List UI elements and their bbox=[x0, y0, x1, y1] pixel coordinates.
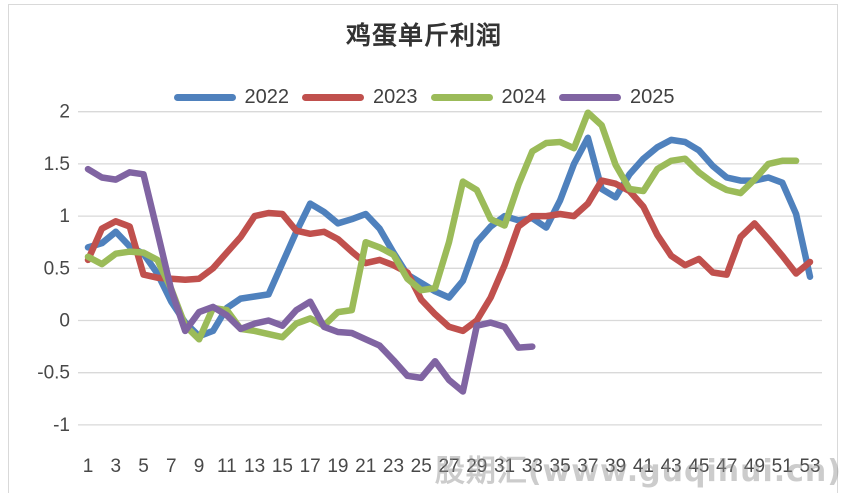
y-axis-tick-label: -0.5 bbox=[37, 363, 70, 384]
x-axis-tick-label: 31 bbox=[494, 456, 515, 477]
series-line-2025 bbox=[84, 165, 536, 395]
legend-swatch-icon bbox=[559, 94, 621, 101]
legend-item-2024: 2024 bbox=[430, 86, 547, 109]
x-axis-tick-label: 41 bbox=[633, 456, 654, 477]
chart-frame bbox=[8, 4, 838, 493]
y-axis-tick-label: 0 bbox=[59, 311, 70, 332]
y-axis-tick-label: 1 bbox=[59, 206, 70, 227]
x-axis-tick-label: 29 bbox=[466, 456, 487, 477]
x-axis-tick-label: 5 bbox=[138, 456, 149, 477]
x-axis-tick-label: 21 bbox=[355, 456, 376, 477]
x-axis-tick-label: 39 bbox=[605, 456, 626, 477]
y-axis-tick-label: 1.5 bbox=[44, 154, 70, 175]
x-axis-tick-label: 37 bbox=[577, 456, 598, 477]
legend-swatch-icon bbox=[430, 94, 493, 101]
legend-label: 2023 bbox=[373, 86, 418, 108]
x-axis-tick-label: 23 bbox=[383, 456, 404, 477]
x-axis-tick-label: 49 bbox=[744, 456, 765, 477]
legend-swatch-icon bbox=[173, 94, 236, 101]
legend-label: 2022 bbox=[244, 86, 290, 108]
legend-item-2025: 2025 bbox=[559, 86, 675, 109]
x-axis-tick-label: 19 bbox=[327, 456, 348, 477]
x-axis-tick-label: 11 bbox=[217, 456, 237, 477]
x-axis-tick-label: 51 bbox=[772, 456, 793, 477]
y-axis-tick-label: -1 bbox=[53, 415, 70, 436]
y-axis-tick-label: 2 bbox=[59, 102, 70, 123]
chart-legend: 2022 2023 2024 2025 bbox=[0, 86, 848, 109]
legend-label: 2025 bbox=[630, 86, 675, 108]
x-axis-tick-label: 13 bbox=[244, 456, 265, 477]
series-line-2023 bbox=[84, 177, 814, 335]
x-axis-tick-label: 25 bbox=[411, 456, 432, 477]
legend-item-2023: 2023 bbox=[302, 86, 418, 109]
x-axis-tick-label: 1 bbox=[83, 456, 94, 477]
x-axis-tick-label: 17 bbox=[300, 456, 321, 477]
x-axis-tick-label: 43 bbox=[661, 456, 682, 477]
y-axis-tick-label: 0.5 bbox=[44, 258, 70, 279]
x-axis-tick-label: 7 bbox=[166, 456, 177, 477]
series-line-2024 bbox=[84, 109, 800, 343]
legend-label: 2024 bbox=[501, 86, 547, 108]
x-axis-tick-label: 15 bbox=[272, 456, 293, 477]
x-axis-tick-label: 45 bbox=[688, 456, 709, 477]
x-axis-tick-label: 35 bbox=[550, 456, 571, 477]
x-axis-tick-label: 47 bbox=[716, 456, 737, 477]
chart-title: 鸡蛋单斤利润 bbox=[345, 23, 502, 50]
x-axis-tick-label: 9 bbox=[194, 456, 205, 477]
legend-item-2022: 2022 bbox=[173, 86, 290, 109]
x-axis-tick-label: 53 bbox=[799, 456, 820, 477]
x-axis-tick-label: 27 bbox=[438, 456, 459, 477]
x-axis-tick-label: 3 bbox=[110, 456, 121, 477]
x-axis-tick-label: 33 bbox=[522, 456, 543, 477]
series-line-2022 bbox=[84, 134, 814, 340]
watermark: 股期汇(www.guqihui.cn) bbox=[434, 454, 842, 489]
legend-swatch-icon bbox=[302, 94, 364, 101]
